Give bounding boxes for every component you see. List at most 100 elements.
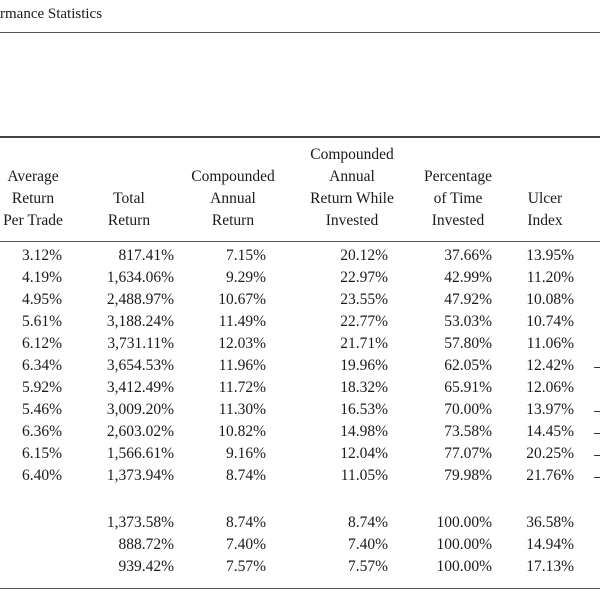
benchmark-row-cell: 8.74% [347,514,388,531]
bottom-rule [0,588,600,589]
table-caption: rmance Statistics [0,6,103,22]
table-row-cell: 1,566.61% [106,445,174,462]
caption-rule [0,32,600,33]
table-row-cell: 14.98% [340,423,388,440]
benchmark-row-cell: 939.42% [118,558,174,575]
table-row-cell: 37.66% [444,247,492,264]
table-row-cell: 1,634.06% [106,269,174,286]
table-row-cell: 2,488.97% [106,291,174,308]
table-row-cell: 3,654.53% [106,357,174,374]
table-row-cell: 20.25% [526,445,574,462]
table-row-cell: 6.40% [21,467,62,484]
benchmark-row-cell: 7.40% [347,536,388,553]
column-header-line: Annual [210,190,256,207]
benchmark-row-cell: 17.13% [526,558,574,575]
benchmark-row-cell: 100.00% [436,514,492,531]
table-row-cell: 47.92% [444,291,492,308]
column-header-line: Return [11,190,55,207]
benchmark-row-cell: 7.40% [225,536,266,553]
table-row-cell: 11.06% [526,335,574,352]
table-row-cell: 21.76% [526,467,574,484]
column-header-line: Per Trade [3,212,63,229]
column-header-line: Return [211,212,255,229]
table-row-cell: 10.67% [218,291,266,308]
table-row-cell: 22.77% [340,313,388,330]
benchmark-row-cell: 7.57% [225,558,266,575]
header-top-rule [0,136,600,138]
clipped-column-mark [594,455,600,456]
table-row-cell: 79.98% [444,467,492,484]
table-row-cell: 23.55% [340,291,388,308]
table-row-cell: 70.00% [444,401,492,418]
table-row-cell: 11.96% [218,357,266,374]
table-row-cell: 12.42% [526,357,574,374]
column-header-line: Return [107,212,151,229]
table-row-cell: 22.97% [340,269,388,286]
table-row-cell: 5.61% [21,313,62,330]
table-row-cell: 1,373.94% [106,467,174,484]
table-row-cell: 3,188.24% [106,313,174,330]
table-row-cell: 817.41% [118,247,174,264]
column-header-line: Compounded [310,146,394,163]
benchmark-row-cell: 888.72% [118,536,174,553]
table-row-cell: 8.74% [225,467,266,484]
table-row-cell: 14.45% [526,423,574,440]
table-row-cell: 10.74% [526,313,574,330]
table-row-cell: 11.20% [526,269,574,286]
table-row-cell: 13.97% [526,401,574,418]
table-row-cell: 5.46% [21,401,62,418]
table-row-cell: 73.58% [444,423,492,440]
benchmark-row-cell: 100.00% [436,558,492,575]
table-row-cell: 6.34% [21,357,62,374]
table-row-cell: 11.49% [218,313,266,330]
table-row-cell: 2,603.02% [106,423,174,440]
benchmark-row-cell: 36.58% [526,514,574,531]
table-row-cell: 4.19% [21,269,62,286]
column-header-line: Total [113,190,145,207]
column-header-line: of Time [433,190,483,207]
benchmark-row-cell: 14.94% [526,536,574,553]
table-row-cell: 12.04% [340,445,388,462]
table-row-cell: 9.29% [225,269,266,286]
clipped-column-mark [594,433,600,434]
column-header-line: Index [527,212,563,229]
table-row-cell: 5.92% [21,379,62,396]
table-row-cell: 4.95% [21,291,62,308]
table-row-cell: 6.15% [21,445,62,462]
benchmark-row-cell: 7.57% [347,558,388,575]
table-row-cell: 62.05% [444,357,492,374]
benchmark-row-cell: 8.74% [225,514,266,531]
table-row-cell: 3,731.11% [107,335,174,352]
table-row-cell: 10.82% [218,423,266,440]
column-header-line: Invested [325,212,379,229]
column-header-line: Percentage [424,168,492,185]
table-row-cell: 9.16% [225,445,266,462]
column-header-line: Return While [310,190,394,207]
column-header-line: Average [7,168,59,185]
column-header-line: Compounded [191,168,275,185]
table-row-cell: 11.30% [218,401,266,418]
column-header-line: Invested [431,212,485,229]
table-row-cell: 77.07% [444,445,492,462]
table-row-cell: 10.08% [526,291,574,308]
table-row-cell: 12.06% [526,379,574,396]
table-row-cell: 6.12% [21,335,62,352]
table-row-cell: 3,412.49% [106,379,174,396]
table-row-cell: 13.95% [526,247,574,264]
clipped-column-mark [594,367,600,368]
table-row-cell: 18.32% [340,379,388,396]
clipped-column-mark [594,477,600,478]
header-bottom-rule [0,241,600,242]
table-row-cell: 65.91% [444,379,492,396]
clipped-column-mark [594,411,600,412]
benchmark-row-cell: 100.00% [436,536,492,553]
table-row-cell: 12.03% [218,335,266,352]
table-row-cell: 53.03% [444,313,492,330]
table-row-cell: 3,009.20% [106,401,174,418]
table-row-cell: 57.80% [444,335,492,352]
table-row-cell: 20.12% [340,247,388,264]
table-row-cell: 21.71% [340,335,388,352]
table-row-cell: 6.36% [21,423,62,440]
table-row-cell: 42.99% [444,269,492,286]
column-header-line: Annual [329,168,375,185]
